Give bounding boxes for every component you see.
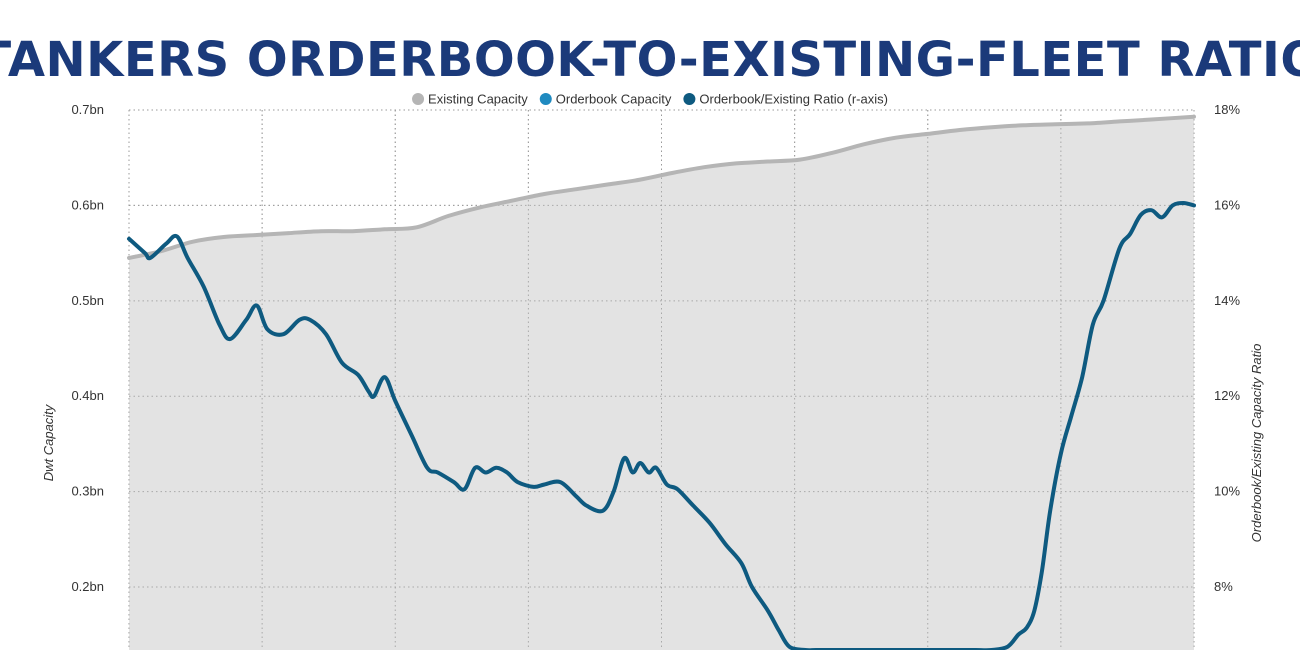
- chart-title: TANKERS ORDERBOOK-TO-EXISTING-FLEET RATI…: [0, 32, 1300, 88]
- y-left-tick-label: 0.7bn: [71, 102, 104, 117]
- legend-label: Existing Capacity: [428, 92, 528, 107]
- y-right-tick-label: 16%: [1214, 197, 1240, 212]
- legend-marker: [683, 93, 696, 105]
- y-left-tick-label: 0.6bn: [71, 197, 104, 212]
- legend-marker: [412, 93, 425, 105]
- y-left-tick-label: 0.2bn: [71, 579, 104, 594]
- y-left-tick-label: 0.4bn: [71, 388, 104, 403]
- y-right-tick-label: 10%: [1214, 484, 1240, 499]
- y-axis-title-right: Orderbook/Existing Capacity Ratio: [1249, 344, 1264, 543]
- y-right-tick-label: 12%: [1214, 388, 1240, 403]
- legend-label: Orderbook Capacity: [556, 92, 672, 107]
- y-left-tick-label: 0.3bn: [71, 484, 104, 499]
- existing-capacity-line: [127, 114, 1196, 260]
- y-left-tick-label: 0.5bn: [71, 293, 104, 308]
- y-left-axis: 0.2bn 0.3bn 0.4bn 0.5bn 0.6bn 0.7bn: [71, 102, 104, 594]
- legend-label: Orderbook/Existing Ratio (r-axis): [699, 92, 888, 107]
- y-right-tick-label: 14%: [1214, 293, 1240, 308]
- y-right-tick-label: 8%: [1214, 579, 1233, 594]
- legend-marker: [539, 93, 552, 105]
- grid-overlay: [128, 109, 1195, 650]
- y-right-axis: 8% 10% 12% 14% 16% 18%: [1214, 102, 1240, 594]
- y-right-tick-label: 18%: [1214, 102, 1240, 117]
- legend: Existing Capacity Orderbook Capacity Order…: [412, 92, 888, 107]
- orderbook-ratio-line: [127, 201, 1196, 650]
- y-axis-title-left: Dwt Capacity: [41, 403, 56, 481]
